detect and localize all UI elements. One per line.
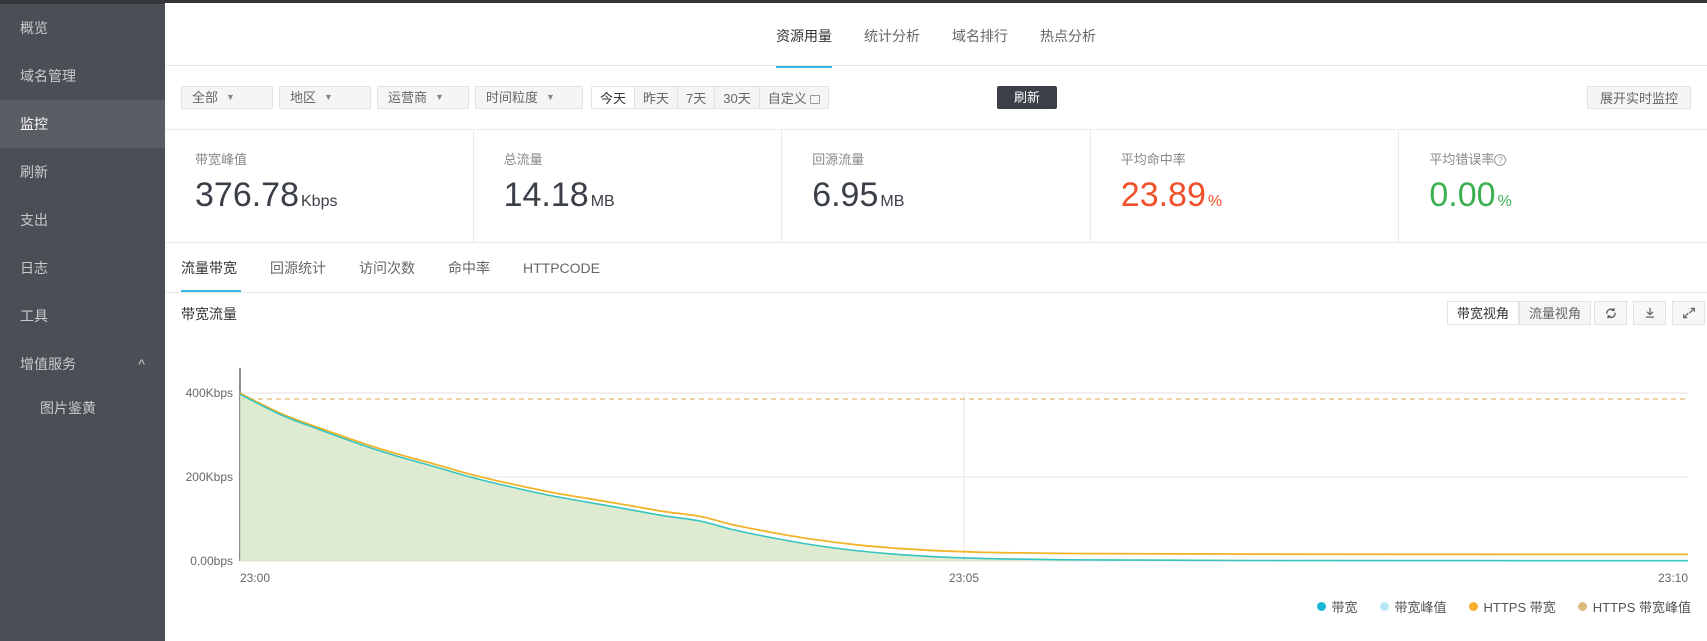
svg-text:23:00: 23:00	[240, 571, 270, 585]
svg-text:23:05: 23:05	[949, 571, 979, 585]
svg-text:400Kbps: 400Kbps	[186, 386, 233, 400]
svg-text:200Kbps: 200Kbps	[186, 470, 233, 484]
svg-text:23:10: 23:10	[1658, 571, 1688, 585]
svg-text:0.00bps: 0.00bps	[190, 554, 233, 568]
